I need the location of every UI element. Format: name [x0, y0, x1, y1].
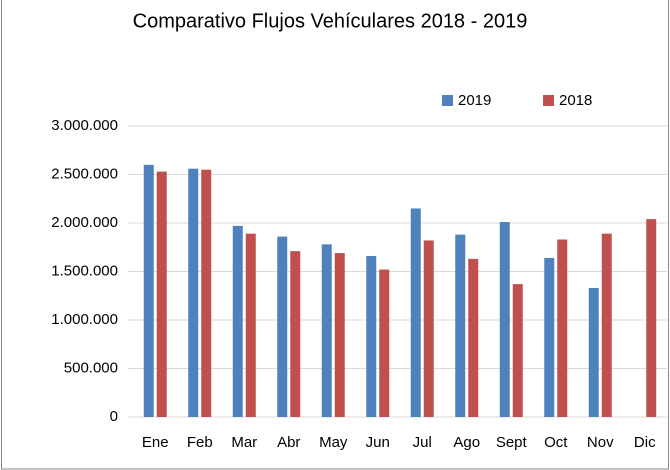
legend-label: 2018	[559, 92, 592, 109]
bar	[423, 240, 434, 417]
legend-swatch	[543, 95, 554, 106]
bar	[601, 233, 612, 417]
bar	[557, 239, 568, 417]
x-tick-label: Dic	[634, 434, 656, 451]
x-tick-label: Abr	[277, 434, 300, 451]
bar	[201, 169, 212, 417]
legend-swatch	[442, 95, 453, 106]
x-tick-label: Oct	[544, 434, 568, 451]
x-tick-label: Nov	[587, 434, 614, 451]
x-tick-label: May	[319, 434, 348, 451]
x-tick-label: Ene	[142, 434, 169, 451]
chart-title: Comparativo Flujos Vehículares 2018 - 20…	[133, 10, 528, 32]
y-tick-label: 500.000	[64, 359, 118, 376]
x-tick-label: Jul	[413, 434, 432, 451]
bar	[455, 234, 466, 417]
y-tick-label: 2.000.000	[51, 214, 118, 231]
bar	[588, 287, 599, 417]
bar	[156, 171, 167, 417]
x-tick-label: Mar	[231, 434, 257, 451]
bar	[277, 236, 288, 417]
bar	[334, 253, 345, 417]
x-tick-label: Feb	[187, 434, 213, 451]
x-tick-label: Jun	[366, 434, 390, 451]
bar	[366, 255, 377, 417]
y-tick-label: 1.000.000	[51, 311, 118, 328]
bar	[410, 208, 421, 417]
bar	[379, 269, 390, 417]
bar	[646, 219, 657, 417]
y-tick-label: 0	[110, 408, 118, 425]
bar	[512, 284, 523, 417]
y-tick-label: 1.500.000	[51, 262, 118, 279]
bar	[232, 225, 243, 417]
bar	[544, 257, 555, 417]
bar	[188, 168, 199, 417]
x-tick-label: Ago	[453, 434, 480, 451]
x-tick-label: Sept	[496, 434, 528, 451]
legend-label: 2019	[458, 92, 491, 109]
bar	[290, 251, 301, 417]
y-tick-label: 3.000.000	[51, 117, 118, 134]
bar	[499, 222, 510, 417]
bar	[143, 164, 154, 417]
bar	[245, 233, 256, 417]
bar	[321, 244, 332, 417]
bar	[468, 258, 479, 417]
y-tick-label: 2.500.000	[51, 165, 118, 182]
